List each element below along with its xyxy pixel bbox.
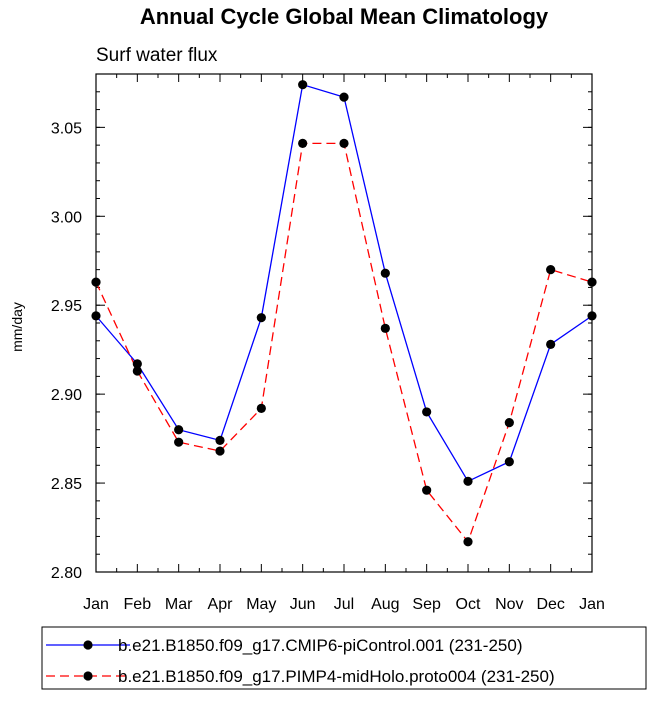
data-point-series-1 — [298, 80, 308, 90]
x-tick-label: Dec — [536, 596, 564, 613]
legend: b.e21.B1850.f09_g17.CMIP6-piControl.001 … — [46, 636, 555, 686]
y-tick-label: 3.05 — [51, 120, 82, 137]
axis-ticks — [95, 73, 593, 573]
x-tick-label: Jun — [290, 596, 316, 613]
data-point-series-2 — [587, 277, 597, 287]
x-tick-label: May — [246, 596, 276, 613]
data-point-series-1 — [174, 425, 184, 435]
data-point-series-2 — [132, 366, 142, 376]
y-tick-label: 2.95 — [51, 298, 82, 315]
y-tick-label: 2.90 — [51, 387, 82, 404]
data-point-series-1 — [132, 359, 142, 369]
series-lines — [95, 83, 593, 544]
data-point-series-2 — [339, 138, 349, 148]
legend-box — [41, 626, 647, 690]
data-point-series-2 — [504, 418, 514, 428]
data-point-series-1 — [91, 311, 101, 321]
data-point-series-2 — [380, 323, 390, 333]
chart-subtitle: Surf water flux — [96, 45, 218, 66]
x-tick-label: Jan — [579, 596, 605, 613]
x-tick-label: Jan — [83, 596, 109, 613]
x-tick-label: Feb — [124, 596, 152, 613]
data-point-series-2 — [546, 265, 556, 275]
data-point-series-2 — [174, 437, 184, 447]
legend-marker-1 — [83, 640, 93, 650]
series-line-2 — [95, 142, 593, 544]
x-tick-label: Apr — [208, 596, 234, 613]
data-point-series-2 — [298, 138, 308, 148]
y-tick-label: 2.85 — [51, 476, 82, 493]
data-point-series-2 — [256, 403, 266, 413]
data-point-series-1 — [380, 268, 390, 278]
data-point-series-1 — [546, 339, 556, 349]
y-tick-label: 2.80 — [51, 565, 82, 582]
chart-title: Annual Cycle Global Mean Climatology — [140, 4, 549, 29]
legend-label-1: b.e21.B1850.f09_g17.CMIP6-piControl.001 … — [118, 636, 523, 655]
data-point-series-2 — [91, 277, 101, 287]
y-tick-label: 3.00 — [51, 209, 82, 226]
data-point-series-1 — [587, 311, 597, 321]
x-tick-label: Mar — [165, 596, 193, 613]
data-point-series-1 — [504, 457, 514, 467]
data-point-series-1 — [463, 476, 473, 486]
data-point-series-2 — [463, 537, 473, 547]
data-point-series-1 — [215, 435, 225, 445]
data-point-series-1 — [339, 92, 349, 102]
x-tick-label: Aug — [371, 596, 399, 613]
legend-marker-2 — [83, 671, 93, 681]
series-markers — [91, 80, 597, 547]
x-tick-label: Oct — [456, 596, 481, 613]
data-point-series-1 — [256, 313, 266, 323]
x-tick-label: Jul — [334, 596, 354, 613]
legend-label-2: b.e21.B1850.f09_g17.PIMP4-midHolo.proto0… — [118, 667, 555, 686]
axis-tick-labels: Jan Feb Mar Apr May Jun Jul Aug Sep Oct Nov Dec Jan2… — [51, 120, 605, 613]
plot-frame — [95, 73, 593, 573]
y-axis-label: mm/day — [9, 302, 25, 352]
data-point-series-1 — [422, 407, 432, 417]
data-point-series-2 — [215, 446, 225, 456]
x-tick-label: Nov — [495, 596, 523, 613]
x-tick-label: Sep — [412, 596, 441, 613]
data-point-series-2 — [422, 485, 432, 495]
